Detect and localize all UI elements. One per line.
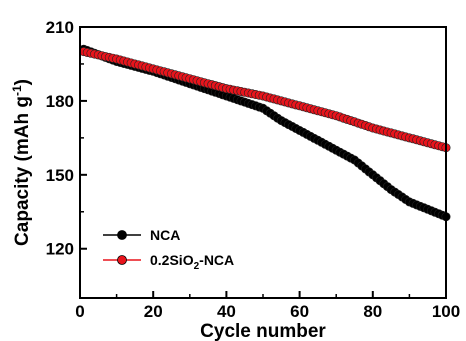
x-tick-label: 80 — [363, 302, 382, 321]
y-axis-title-sup: -1 — [10, 85, 24, 96]
x-tick-label: 40 — [217, 302, 236, 321]
series-sio2 — [79, 47, 451, 153]
y-axis-title: Capacity (mAh g-1) — [10, 79, 33, 246]
legend-label-sio2-pre: 0.2SiO — [150, 252, 194, 268]
y-axis-title-main: Capacity (mAh g — [12, 96, 33, 246]
legend-marker-nca — [117, 230, 127, 240]
legend-label-sio2: 0.2SiO2-NCA — [150, 252, 234, 272]
x-tick-label: 60 — [290, 302, 309, 321]
legend-label-nca: NCA — [150, 227, 180, 243]
series-layer — [79, 44, 451, 222]
x-tick-label: 0 — [75, 302, 84, 321]
y-axis-title-close: ) — [12, 79, 33, 85]
x-axis-title: Cycle number — [200, 321, 326, 341]
x-tick-label: 100 — [432, 302, 460, 321]
legend: NCA 0.2SiO2-NCA — [103, 227, 234, 272]
legend-entry-nca: NCA — [103, 227, 180, 243]
y-tick-label: 210 — [46, 18, 74, 37]
legend-marker-sio2 — [117, 255, 127, 265]
legend-label-sio2-sub: 2 — [194, 261, 200, 272]
legend-label-sio2-post: -NCA — [199, 252, 234, 268]
legend-entry-sio2: 0.2SiO2-NCA — [103, 252, 234, 272]
x-tick-label: 20 — [144, 302, 163, 321]
y-tick-label: 150 — [46, 166, 74, 185]
ticks-layer: 0 20 40 60 80 100 120 150 180 210 — [46, 18, 461, 321]
y-tick-label: 120 — [46, 240, 74, 259]
y-tick-label: 180 — [46, 92, 74, 111]
